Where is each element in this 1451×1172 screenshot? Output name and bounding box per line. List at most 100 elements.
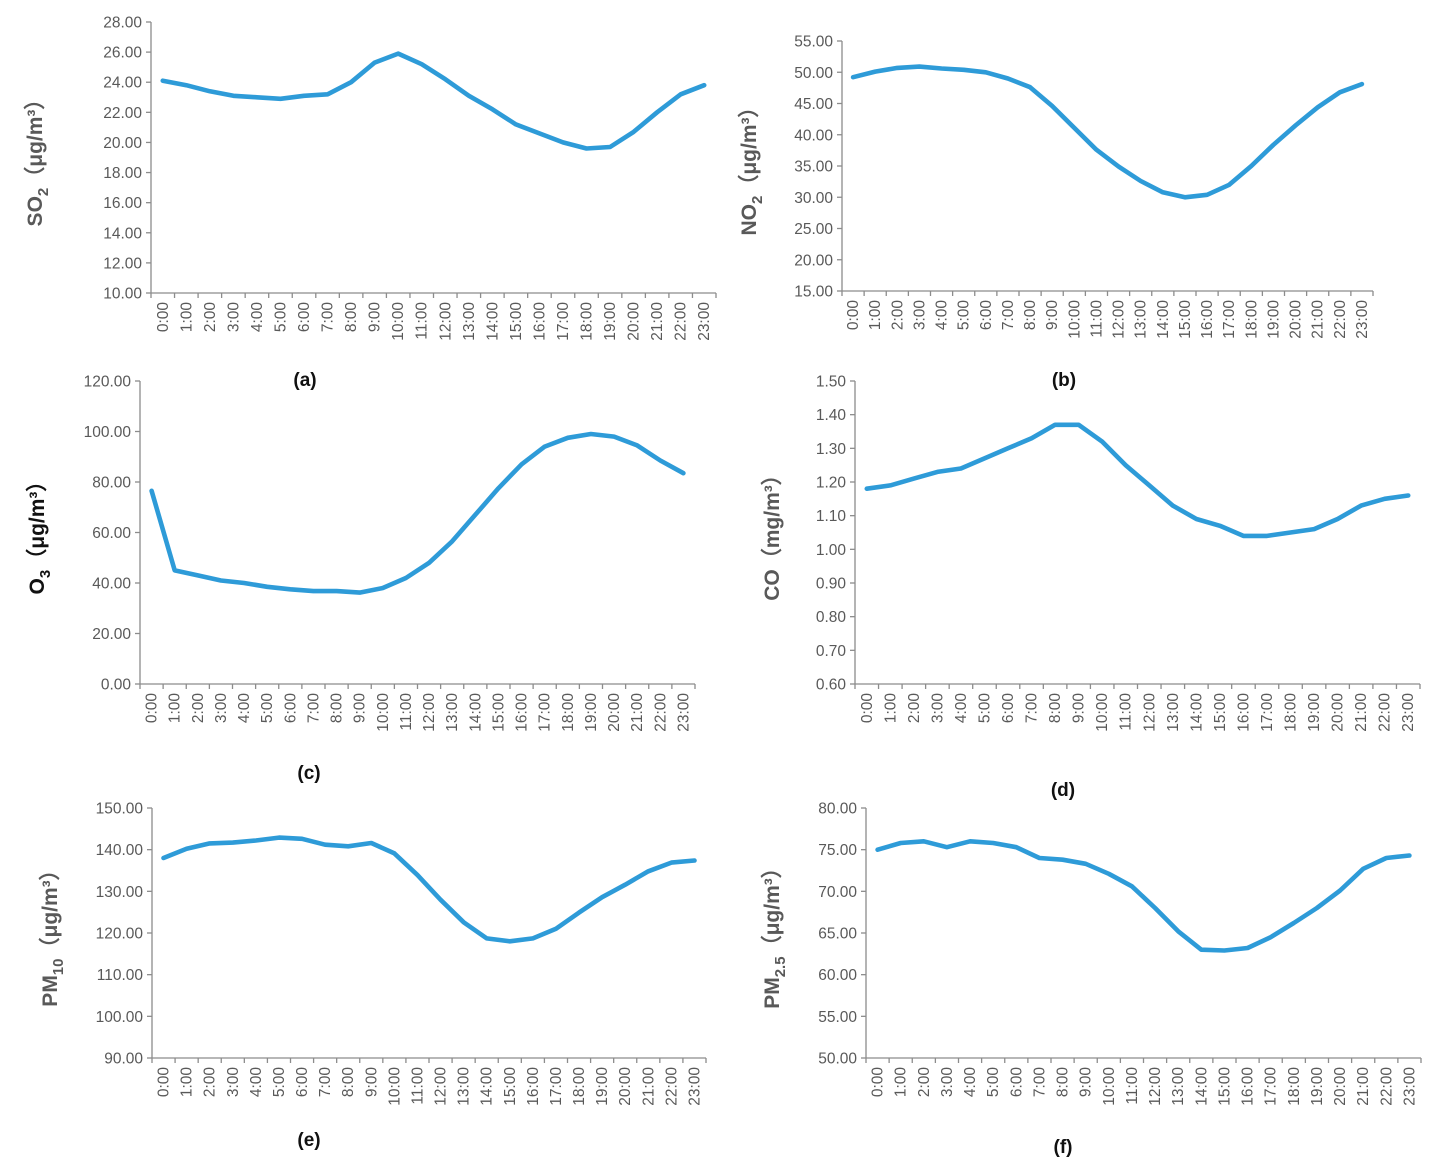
y-tick-label: 1.00 xyxy=(816,542,847,559)
y-axis-label-subscript: 3 xyxy=(37,570,54,578)
x-tick-label: 6:00 xyxy=(282,693,299,724)
x-tick-label: 23:00 xyxy=(675,693,692,732)
y-tick-label: 55.00 xyxy=(818,1009,857,1026)
panel-label: (f) xyxy=(1054,1137,1073,1158)
x-tick-label: 23:00 xyxy=(1400,693,1417,732)
y-tick-label: 0.00 xyxy=(101,677,132,694)
x-tick-label: 4:00 xyxy=(953,693,970,724)
x-tick-label: 18:00 xyxy=(560,693,577,732)
chart-panels: 10.0012.0014.0016.0018.0020.0022.0024.00… xyxy=(23,15,1422,1158)
x-tick-label: 11:00 xyxy=(398,693,415,731)
x-tick-label: 21:00 xyxy=(1310,300,1327,339)
x-tick-label: 8:00 xyxy=(340,1067,357,1098)
x-tick-label: 19:00 xyxy=(1265,300,1282,339)
y-tick-label: 1.50 xyxy=(816,374,847,391)
x-tick-label: 11:00 xyxy=(1124,1067,1141,1105)
y-tick-label: 16.00 xyxy=(103,195,142,212)
panel-label: (c) xyxy=(297,763,320,784)
x-tick-label: 15:00 xyxy=(508,302,525,341)
x-tick-label: 1:00 xyxy=(179,1067,196,1098)
x-tick-label: 20:00 xyxy=(626,302,643,341)
x-tick-label: 16:00 xyxy=(531,302,548,341)
y-axis-label: NO2（μg/m³） xyxy=(737,96,766,235)
x-tick-label: 2:00 xyxy=(190,693,207,724)
x-tick-label: 1:00 xyxy=(167,693,184,724)
series-line xyxy=(160,51,707,151)
series-line xyxy=(864,422,1411,539)
x-tick-label: 9:00 xyxy=(1071,693,1088,724)
x-tick-label: 0:00 xyxy=(870,1067,887,1098)
x-tick-label: 6:00 xyxy=(1008,1067,1025,1098)
x-tick-label: 17:00 xyxy=(537,693,554,732)
y-tick-label: 1.20 xyxy=(816,475,847,492)
series-line xyxy=(149,431,686,595)
x-tick-label: 4:00 xyxy=(962,1067,979,1098)
y-tick-label: 10.00 xyxy=(103,286,142,303)
y-tick-label: 55.00 xyxy=(794,34,833,51)
x-tick-label: 20:00 xyxy=(1330,693,1347,732)
y-tick-label: 70.00 xyxy=(818,884,857,901)
y-tick-label: 1.30 xyxy=(816,441,847,458)
x-tick-label: 14:00 xyxy=(1155,300,1172,339)
x-tick-label: 15:00 xyxy=(490,693,507,732)
x-tick-label: 12:00 xyxy=(1141,693,1158,732)
x-tick-label: 0:00 xyxy=(845,300,862,331)
panel-label: (b) xyxy=(1052,370,1076,391)
x-tick-label: 17:00 xyxy=(1221,300,1238,339)
x-tick-label: 2:00 xyxy=(202,302,219,333)
x-tick-label: 3:00 xyxy=(911,300,928,331)
x-tick-label: 3:00 xyxy=(225,1067,242,1098)
panel-label: (d) xyxy=(1051,780,1075,801)
x-tick-label: 21:00 xyxy=(640,1067,657,1106)
x-tick-label: 5:00 xyxy=(271,1067,288,1098)
y-axis-label: SO2（μg/m³） xyxy=(23,89,52,227)
y-tick-label: 45.00 xyxy=(794,96,833,113)
y-tick-label: 40.00 xyxy=(92,576,131,593)
y-tick-label: 0.80 xyxy=(816,609,847,626)
y-tick-label: 25.00 xyxy=(794,221,833,238)
y-tick-label: 0.60 xyxy=(816,677,847,694)
x-tick-label: 22:00 xyxy=(1377,693,1394,732)
x-tick-label: 20:00 xyxy=(1288,300,1305,339)
x-tick-label: 21:00 xyxy=(629,693,646,732)
x-tick-label: 0:00 xyxy=(155,302,172,333)
x-tick-label: 11:00 xyxy=(414,302,431,340)
y-tick-label: 65.00 xyxy=(818,926,857,943)
y-tick-label: 0.70 xyxy=(816,643,847,660)
x-tick-label: 4:00 xyxy=(236,693,253,724)
x-tick-label: 5:00 xyxy=(259,693,276,724)
x-tick-label: 1:00 xyxy=(893,1067,910,1098)
y-axis-label-unit: （μg/m³） xyxy=(25,471,49,570)
x-tick-label: 16:00 xyxy=(525,1067,542,1106)
x-tick-label: 1:00 xyxy=(867,300,884,331)
x-tick-label: 3:00 xyxy=(939,1067,956,1098)
x-tick-label: 14:00 xyxy=(479,1067,496,1106)
x-tick-label: 4:00 xyxy=(248,1067,265,1098)
x-tick-label: 23:00 xyxy=(1354,300,1371,339)
y-axis-label-unit: （mg/m³） xyxy=(760,464,784,569)
y-tick-label: 120.00 xyxy=(84,374,132,391)
x-tick-label: 9:00 xyxy=(352,693,369,724)
x-tick-label: 15:00 xyxy=(1216,1067,1233,1106)
x-tick-label: 5:00 xyxy=(985,1067,1002,1098)
y-tick-label: 80.00 xyxy=(818,801,857,818)
x-tick-label: 6:00 xyxy=(294,1067,311,1098)
x-tick-label: 10:00 xyxy=(390,302,407,341)
x-tick-label: 7:00 xyxy=(1000,300,1017,331)
x-tick-label: 7:00 xyxy=(320,302,337,333)
x-tick-label: 19:00 xyxy=(583,693,600,732)
y-axis-label-main: SO xyxy=(24,196,47,226)
x-tick-label: 13:00 xyxy=(1133,300,1150,339)
x-tick-label: 2:00 xyxy=(906,693,923,724)
y-tick-label: 1.10 xyxy=(816,508,847,525)
chart-panel: 10.00 12.00 14.00 16.00 18.00 20.00 22.00 24.00… xyxy=(23,15,717,391)
x-tick-label: 23:00 xyxy=(696,302,713,341)
x-tick-label: 9:00 xyxy=(367,302,384,333)
x-tick-label: 20:00 xyxy=(617,1067,634,1106)
y-axis-label: O3（μg/m³） xyxy=(25,471,54,595)
x-tick-label: 9:00 xyxy=(1078,1067,1095,1098)
x-tick-label: 18:00 xyxy=(571,1067,588,1106)
x-tick-label: 18:00 xyxy=(1243,300,1260,339)
y-tick-label: 20.00 xyxy=(103,135,142,152)
x-tick-label: 19:00 xyxy=(1306,693,1323,732)
